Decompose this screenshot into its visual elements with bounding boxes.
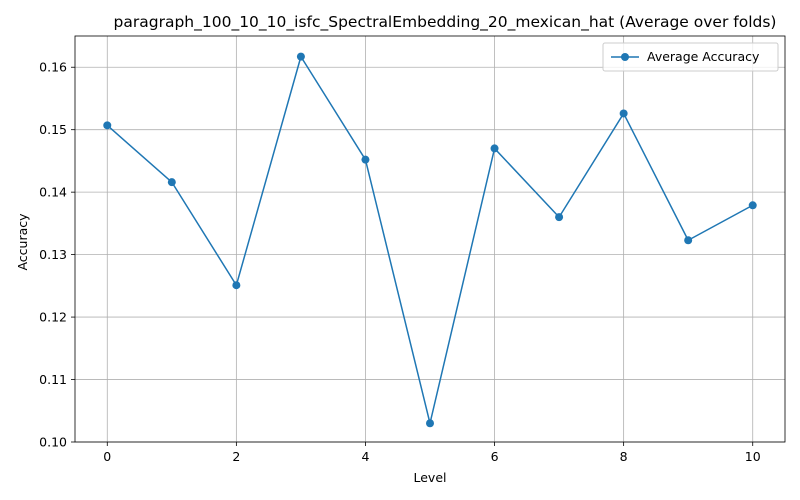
data-point [426, 419, 434, 428]
x-tick-label: 4 [361, 449, 369, 464]
legend-series-label: Average Accuracy [647, 49, 760, 64]
data-point [555, 213, 564, 222]
y-tick-label: 0.16 [39, 60, 67, 75]
x-tick-label: 10 [745, 449, 761, 464]
plot-area-frame [74, 35, 786, 443]
data-point [684, 236, 693, 245]
y-tick-label: 0.11 [39, 372, 67, 387]
data-point [361, 155, 370, 164]
y-tick-label: 0.12 [39, 310, 67, 325]
data-point [103, 121, 112, 130]
x-tick-label: 0 [103, 449, 111, 464]
y-tick-label: 0.10 [39, 435, 67, 450]
series-layer [103, 52, 757, 428]
data-point [748, 201, 757, 210]
x-tick-label: 6 [491, 449, 499, 464]
data-point [619, 109, 628, 118]
data-point [296, 52, 305, 61]
y-tick-label: 0.15 [39, 122, 67, 137]
data-point [490, 144, 499, 153]
legend-series-marker [621, 53, 629, 61]
y-tick-label: 0.14 [39, 185, 67, 200]
legend-box [602, 42, 779, 72]
axis-ticks: 0 2 4 6 8 10 0.10 0.11 0.12 0.13 0.14 0.15 0.16 [39, 60, 761, 464]
data-point [232, 281, 241, 290]
data-point [167, 178, 176, 187]
x-tick-label: 2 [232, 449, 240, 464]
y-tick-label: 0.13 [39, 247, 67, 262]
legend: Average Accuracy [602, 42, 779, 72]
x-axis-label: Level [414, 470, 447, 485]
x-tick-label: 8 [620, 449, 628, 464]
chart-title: paragraph_100_10_10_isfc_SpectralEmbeddi… [114, 13, 777, 32]
y-axis-label: Accuracy [15, 213, 30, 271]
